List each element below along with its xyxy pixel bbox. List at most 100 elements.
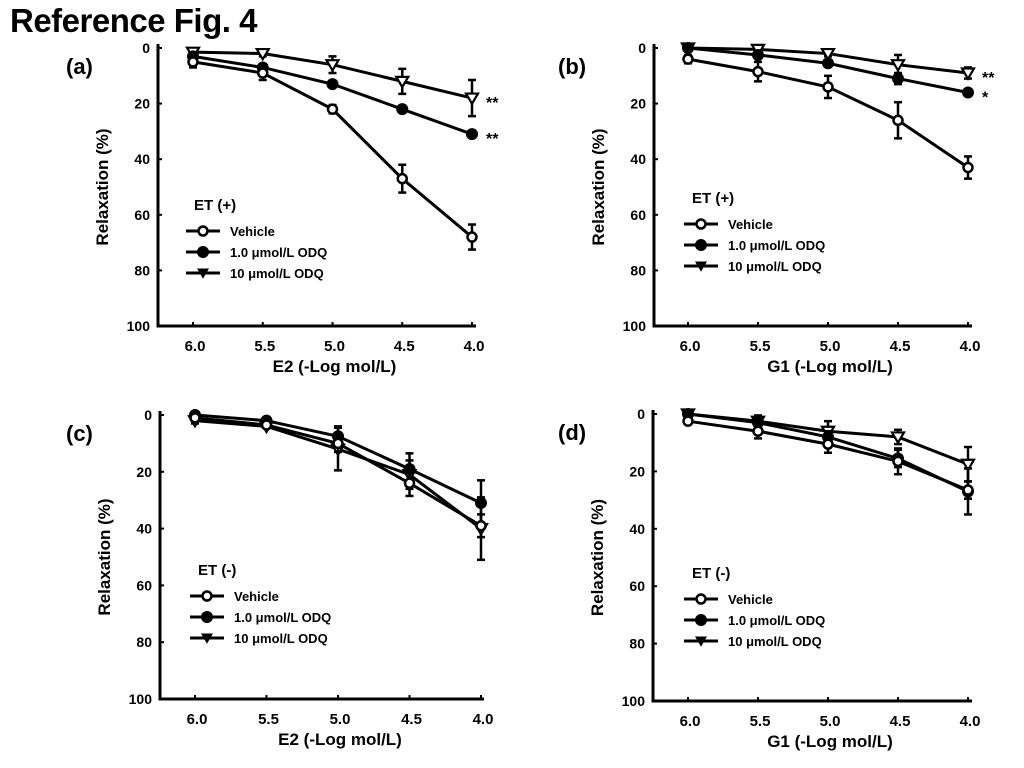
y-tick-label: 0: [142, 40, 150, 56]
legend-label: Vehicle: [230, 224, 275, 239]
legend-label: 10 μmol/L ODQ: [230, 266, 324, 281]
y-tick-label: 40: [134, 151, 150, 167]
x-axis-label: E2 (-Log mol/L): [278, 730, 402, 749]
legend-marker: [695, 593, 707, 605]
legend-label: 1.0 μmol/L ODQ: [230, 245, 327, 260]
series-vehicle: [187, 55, 478, 251]
y-tick-label: 60: [136, 577, 152, 593]
y-tick-label: 0: [144, 407, 152, 423]
y-tick-label: 40: [629, 521, 645, 537]
data-point: [822, 81, 834, 93]
x-tick-label: 5.0: [330, 711, 351, 728]
legend-label: 10 μmol/L ODQ: [234, 631, 328, 646]
legend-item: 1.0 μmol/L ODQ: [684, 613, 825, 628]
legend-label: 10 μmol/L ODQ: [728, 634, 822, 649]
y-axis-label: Relaxation (%): [588, 499, 607, 616]
legend-title: ET (-): [198, 562, 236, 579]
x-tick-label: 5.5: [750, 713, 771, 730]
data-point: [332, 437, 344, 450]
y-tick-label: 20: [629, 463, 645, 479]
legend-marker: [197, 246, 209, 258]
y-tick-label: 80: [630, 262, 646, 278]
y-axis-label: Relaxation (%): [95, 498, 114, 615]
legend-title: ET (-): [692, 565, 730, 582]
data-point: [466, 231, 478, 243]
data-point: [820, 47, 836, 62]
x-tick-label: 6.0: [187, 711, 208, 728]
legend-label: 1.0 μmol/L ODQ: [234, 610, 331, 625]
y-tick-label: 100: [622, 693, 646, 709]
y-tick-label: 20: [630, 96, 646, 112]
x-tick-label: 5.5: [750, 338, 771, 355]
data-point: [892, 455, 904, 468]
legend-label: Vehicle: [728, 217, 773, 232]
data-point: [403, 462, 416, 475]
data-point: [475, 497, 487, 510]
y-tick-label: 100: [127, 318, 151, 334]
data-point: [890, 431, 906, 445]
series-vehicle: [682, 415, 974, 500]
chart-panel-a: (a) 0 20 40 60 80 100 6.0 5.5 5.0 4.5 4.0 E2 (-Log m…: [66, 40, 499, 376]
series-10-mol-l-odq: [185, 46, 480, 118]
legend-title: ET (+): [692, 190, 734, 207]
data-point: [682, 42, 694, 54]
data-point: [326, 78, 339, 91]
data-point: [257, 67, 269, 79]
legend-item: 10 μmol/L ODQ: [684, 634, 822, 649]
x-tick-label: 5.0: [820, 713, 841, 730]
data-point: [466, 128, 478, 141]
y-tick-label: 60: [134, 207, 150, 223]
data-point: [254, 47, 271, 62]
data-point: [962, 161, 974, 174]
x-tick-label: 5.0: [820, 338, 841, 355]
legend-marker: [201, 611, 213, 623]
legend: ET (+) Vehicle 1.0 μmol/L ODQ 10 μmol/L ODQ: [186, 197, 327, 281]
legend-marker: [695, 261, 707, 272]
legend-item: 1.0 μmol/L ODQ: [186, 245, 327, 260]
data-point: [752, 48, 764, 61]
legend-label: Vehicle: [234, 589, 279, 604]
x-tick-label: 4.0: [960, 338, 981, 355]
legend-label: 10 μmol/L ODQ: [728, 259, 822, 274]
x-tick-label: 4.5: [890, 713, 911, 730]
data-point: [189, 412, 201, 424]
figure-title: Reference Fig. 4: [10, 2, 257, 39]
data-point: [960, 67, 976, 81]
legend-marker: [201, 633, 213, 644]
data-point: [962, 86, 974, 99]
y-axis-label: Relaxation (%): [589, 128, 608, 245]
significance-annotation: **: [486, 95, 499, 112]
data-point: [324, 59, 341, 73]
data-point: [464, 92, 480, 106]
legend-item: Vehicle: [684, 217, 773, 232]
y-tick-label: 80: [134, 262, 150, 278]
data-point: [892, 114, 904, 127]
y-tick-label: 40: [630, 151, 646, 167]
legend-marker: [695, 218, 707, 230]
y-tick-label: 20: [136, 464, 152, 480]
x-tick-label: 6.0: [680, 338, 701, 355]
chart-panel-c: (c) 0 20 40 60 80 100 6.0 5.5 5.0 4.5 4.0 E2 (-Log m…: [66, 407, 493, 749]
legend-marker: [695, 636, 707, 647]
panel-label: (b): [558, 54, 586, 79]
x-tick-label: 5.5: [258, 711, 279, 728]
x-tick-label: 4.0: [464, 338, 485, 355]
significance-annotation: *: [982, 89, 989, 106]
legend-item: 10 μmol/L ODQ: [186, 266, 324, 281]
legend-marker: [695, 614, 707, 626]
y-tick-label: 0: [638, 40, 646, 56]
legend-marker: [197, 225, 209, 237]
legend-item: 10 μmol/L ODQ: [190, 631, 328, 646]
y-tick-label: 20: [134, 96, 150, 112]
data-point: [892, 72, 904, 85]
y-tick-label: 60: [630, 207, 646, 223]
x-tick-label: 4.0: [960, 713, 981, 730]
data-point: [187, 56, 199, 68]
legend-marker: [201, 590, 213, 602]
data-point: [890, 59, 906, 73]
legend: ET (-) Vehicle 1.0 μmol/L ODQ 10 μmol/L ODQ: [684, 565, 825, 649]
legend-marker: [695, 239, 707, 251]
data-point: [394, 75, 411, 90]
legend-label: 1.0 μmol/L ODQ: [728, 238, 825, 253]
